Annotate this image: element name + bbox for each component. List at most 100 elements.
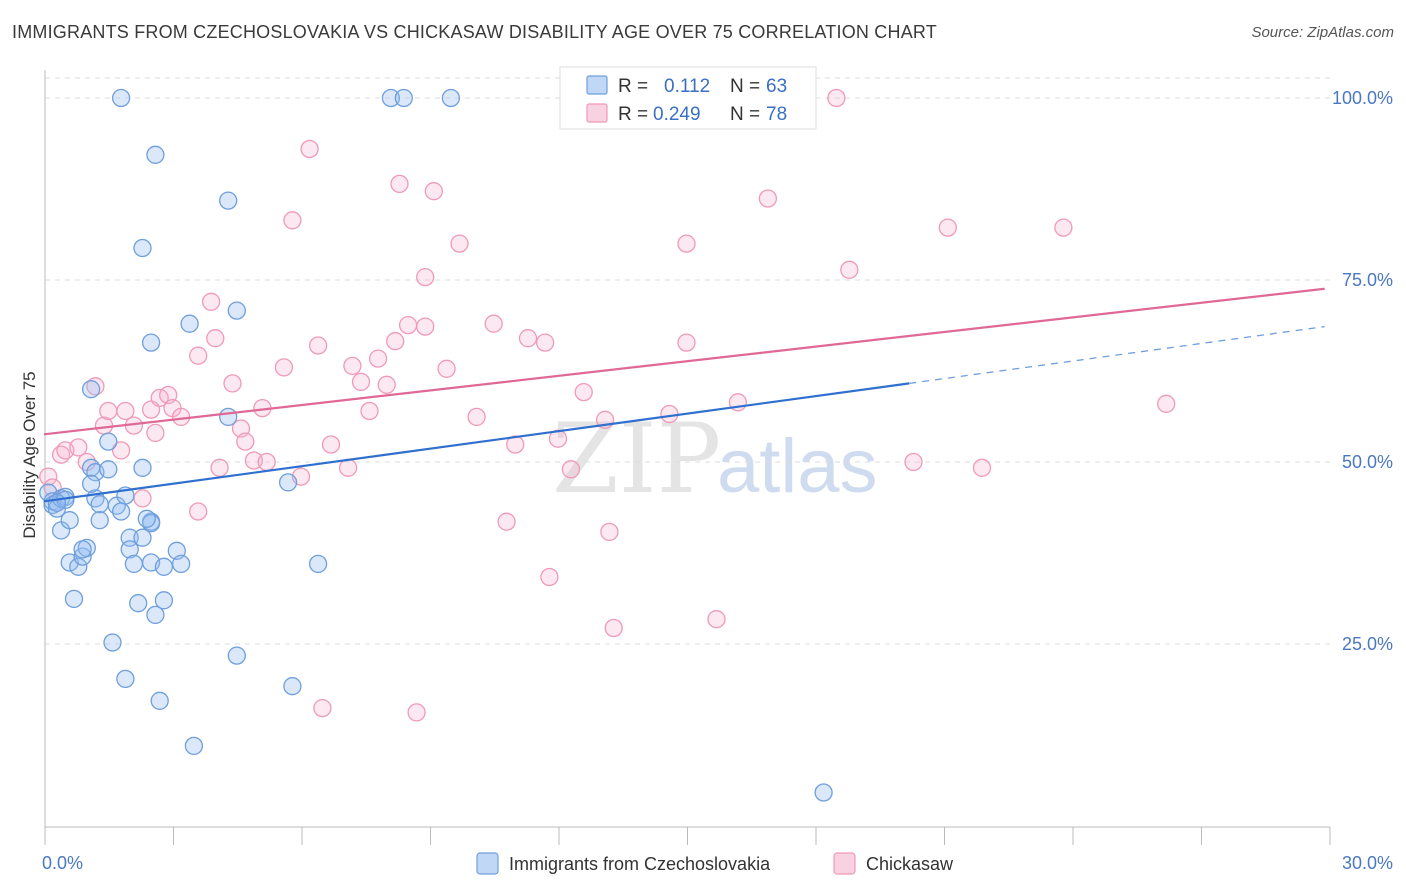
point-chickasaw-47 bbox=[416, 317, 435, 336]
point-chickasaw-75 bbox=[972, 458, 992, 477]
point-chickasaw-74 bbox=[938, 218, 957, 237]
y-axis-label: Disability Age Over 75 bbox=[20, 371, 39, 538]
point-chickasaw-36 bbox=[321, 435, 341, 454]
y-tick-label-100: 100.0% bbox=[1332, 88, 1393, 108]
point-czechoslovakia-40 bbox=[150, 691, 169, 710]
point-czechoslovakia-14 bbox=[81, 380, 101, 399]
point-czechoslovakia-12 bbox=[73, 547, 92, 566]
point-czechoslovakia-52 bbox=[283, 677, 302, 696]
point-czechoslovakia-18 bbox=[90, 495, 109, 514]
point-chickasaw-24 bbox=[223, 374, 242, 393]
point-chickasaw-51 bbox=[450, 234, 469, 253]
point-chickasaw-20 bbox=[189, 502, 208, 521]
point-chickasaw-35 bbox=[313, 698, 332, 718]
legend-swatch-chickasaw bbox=[586, 103, 608, 123]
point-chickasaw-67 bbox=[677, 234, 696, 253]
point-czechoslovakia-25 bbox=[116, 669, 135, 689]
data-points bbox=[39, 88, 1176, 802]
point-chickasaw-34 bbox=[308, 336, 328, 355]
point-chickasaw-39 bbox=[351, 372, 371, 392]
point-chickasaw-44 bbox=[390, 174, 409, 194]
point-czechoslovakia-34 bbox=[141, 333, 161, 352]
point-czechoslovakia-46 bbox=[184, 736, 204, 756]
source-label: Source: ZipAtlas.com bbox=[1251, 24, 1394, 41]
point-czechoslovakia-31 bbox=[133, 238, 152, 258]
point-czechoslovakia-10 bbox=[64, 589, 84, 609]
legend-r-label-2: R = bbox=[618, 104, 648, 125]
legend-n-value-2: 78 bbox=[766, 104, 787, 125]
point-czechoslovakia-62 bbox=[81, 474, 101, 493]
bottom-legend-swatch-chickasaw bbox=[833, 852, 856, 875]
point-chickasaw-40 bbox=[360, 401, 379, 421]
point-czechoslovakia-20 bbox=[99, 460, 118, 479]
point-czechoslovakia-29 bbox=[124, 554, 144, 574]
point-czechoslovakia-48 bbox=[219, 407, 238, 427]
point-chickasaw-68 bbox=[707, 610, 726, 629]
bottom-legend-label-czechoslovakia: Immigrants from Czechoslovakia bbox=[509, 854, 771, 874]
point-chickasaw-43 bbox=[386, 332, 405, 351]
point-czechoslovakia-51 bbox=[278, 473, 298, 492]
point-chickasaw-66 bbox=[677, 333, 696, 352]
y-tick-label-50: 50.0% bbox=[1342, 452, 1393, 472]
point-chickasaw-50 bbox=[437, 359, 456, 378]
point-czechoslovakia-38 bbox=[146, 145, 165, 164]
trend-line-czechoslovakia-extension bbox=[909, 325, 1325, 385]
point-chickasaw-22 bbox=[206, 329, 225, 348]
stats-legend: R = 0.112 N = 63 R = 0.249 N = 78 bbox=[559, 66, 817, 130]
legend-swatch-czechoslovakia bbox=[586, 75, 608, 95]
point-chickasaw-45 bbox=[398, 315, 418, 335]
point-chickasaw-72 bbox=[840, 260, 859, 279]
point-chickasaw-48 bbox=[416, 267, 435, 287]
point-czechoslovakia-39 bbox=[146, 605, 165, 625]
y-tick-label-25: 25.0% bbox=[1342, 634, 1393, 654]
point-czechoslovakia-54 bbox=[381, 88, 401, 108]
trend-line-czechoslovakia bbox=[43, 382, 910, 503]
point-czechoslovakia-55 bbox=[394, 88, 413, 108]
point-czechoslovakia-21 bbox=[103, 633, 122, 652]
point-czechoslovakia-45 bbox=[180, 314, 199, 333]
point-czechoslovakia-8 bbox=[60, 511, 79, 530]
point-czechoslovakia-50 bbox=[227, 646, 246, 665]
x-tick-label-max: 30.0% bbox=[1342, 853, 1393, 873]
point-czechoslovakia-11 bbox=[69, 557, 88, 576]
point-chickasaw-26 bbox=[236, 432, 255, 451]
point-czechoslovakia-32 bbox=[133, 458, 152, 477]
series-legend: Immigrants from Czechoslovakia Chickasaw bbox=[476, 852, 954, 875]
point-chickasaw-41 bbox=[368, 349, 388, 368]
point-chickasaw-56 bbox=[518, 329, 538, 348]
point-chickasaw-0 bbox=[39, 467, 58, 486]
point-chickasaw-52 bbox=[467, 407, 486, 427]
point-chickasaw-8 bbox=[99, 401, 118, 421]
point-chickasaw-63 bbox=[604, 618, 623, 638]
point-chickasaw-46 bbox=[407, 703, 426, 722]
point-czechoslovakia-30 bbox=[129, 594, 148, 613]
axes: 25.0% 50.0% 75.0% 100.0% 0.0% 30.0% bbox=[42, 70, 1393, 873]
point-chickasaw-38 bbox=[343, 356, 362, 376]
point-czechoslovakia-23 bbox=[111, 502, 131, 521]
point-chickasaw-42 bbox=[377, 375, 396, 394]
bottom-legend-label-chickasaw: Chickasaw bbox=[866, 854, 954, 874]
point-chickasaw-49 bbox=[424, 182, 443, 201]
point-czechoslovakia-53 bbox=[308, 554, 328, 574]
point-czechoslovakia-59 bbox=[73, 540, 92, 559]
point-czechoslovakia-57 bbox=[814, 783, 833, 802]
legend-r-label-1: R = bbox=[618, 76, 648, 97]
point-chickasaw-29 bbox=[257, 452, 276, 472]
point-chickasaw-30 bbox=[274, 358, 294, 377]
point-czechoslovakia-24 bbox=[111, 88, 131, 108]
chart-title: IMMIGRANTS FROM CZECHOSLOVAKIA VS CHICKA… bbox=[12, 22, 937, 42]
trend-lines bbox=[43, 287, 1325, 503]
point-czechoslovakia-60 bbox=[137, 509, 156, 528]
point-czechoslovakia-41 bbox=[154, 557, 174, 576]
point-chickasaw-12 bbox=[133, 489, 152, 508]
legend-r-value-2: 0.249 bbox=[653, 104, 701, 125]
point-czechoslovakia-44 bbox=[171, 554, 191, 574]
point-czechoslovakia-47 bbox=[219, 191, 238, 210]
y-tick-label-75: 75.0% bbox=[1342, 270, 1393, 290]
legend-n-value-1: 63 bbox=[766, 76, 787, 97]
legend-r-value-1: 0.112 bbox=[664, 76, 710, 97]
legend-n-label-1: N = bbox=[730, 76, 760, 97]
point-czechoslovakia-49 bbox=[227, 301, 246, 320]
point-chickasaw-61 bbox=[574, 382, 593, 402]
